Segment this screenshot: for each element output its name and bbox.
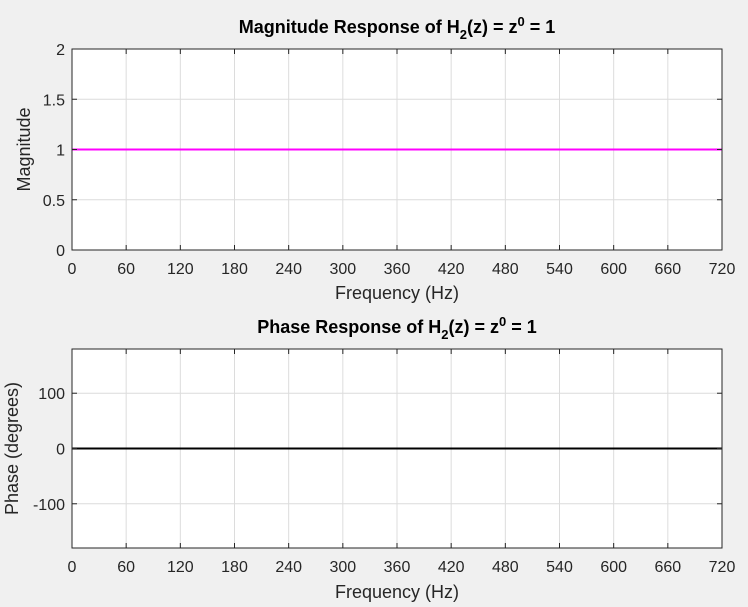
- magnitude-y-tick-label: 1: [56, 143, 65, 160]
- phase-title: Phase Response of H2(z) = z0 = 1: [257, 314, 537, 342]
- phase-x-tick-label: 480: [492, 559, 519, 576]
- phase-x-tick-label: 60: [117, 559, 135, 576]
- magnitude-axes: 0 60 120 180 240 300 360 420 480 540 600 660 72000.5…: [14, 14, 735, 303]
- phase-title-part: (z) = z: [449, 317, 500, 337]
- magnitude-title-part: = 1: [525, 17, 556, 37]
- phase-x-tick-label: 300: [329, 559, 356, 576]
- phase-x-tick-label: 600: [600, 559, 627, 576]
- magnitude-x-tick-label: 360: [384, 261, 411, 278]
- magnitude-x-tick-label: 480: [492, 261, 519, 278]
- magnitude-x-tick-label: 420: [438, 261, 465, 278]
- phase-x-tick-label: 180: [221, 559, 248, 576]
- phase-y-tick-label: 0: [56, 442, 65, 459]
- phase-y-axis-label: Phase (degrees): [2, 382, 22, 515]
- magnitude-x-tick-label: 540: [546, 261, 573, 278]
- phase-x-tick-label: 660: [654, 559, 681, 576]
- magnitude-title-part: 0: [518, 14, 525, 29]
- magnitude-title-part: 2: [460, 27, 467, 42]
- phase-title-part: = 1: [506, 317, 537, 337]
- magnitude-y-tick-label: 0.5: [43, 193, 65, 210]
- magnitude-x-tick-label: 0: [68, 261, 77, 278]
- phase-x-tick-label: 420: [438, 559, 465, 576]
- magnitude-x-tick-label: 300: [329, 261, 356, 278]
- phase-title-part: 2: [441, 327, 448, 342]
- magnitude-title-part: Magnitude Response of H: [239, 17, 460, 37]
- magnitude-title-part: (z) = z: [467, 17, 518, 37]
- phase-x-tick-label: 360: [384, 559, 411, 576]
- magnitude-y-tick-label: 0: [56, 243, 65, 260]
- magnitude-x-tick-label: 660: [654, 261, 681, 278]
- phase-axes: 0 60 120 180 240 300 360 420 480 540 600 660 720 -100…: [2, 314, 735, 602]
- phase-x-tick-label: 540: [546, 559, 573, 576]
- magnitude-x-tick-label: 120: [167, 261, 194, 278]
- magnitude-title: Magnitude Response of H2(z) = z0 = 1: [239, 14, 556, 42]
- magnitude-x-tick-label: 180: [221, 261, 248, 278]
- phase-x-axis-label: Frequency (Hz): [335, 582, 459, 602]
- phase-y-tick-label: 100: [38, 386, 65, 403]
- phase-x-tick-label: 120: [167, 559, 194, 576]
- magnitude-x-axis-label: Frequency (Hz): [335, 283, 459, 303]
- phase-x-tick-label: 0: [68, 559, 77, 576]
- phase-x-tick-label: 720: [709, 559, 736, 576]
- magnitude-y-tick-label: 2: [56, 42, 65, 59]
- phase-title-part: 0: [499, 314, 506, 329]
- magnitude-y-axis-label: Magnitude: [14, 107, 34, 191]
- phase-title-part: Phase Response of H: [257, 317, 441, 337]
- magnitude-x-tick-label: 240: [275, 261, 302, 278]
- magnitude-x-tick-label: 600: [600, 261, 627, 278]
- magnitude-x-tick-label: 60: [117, 261, 135, 278]
- phase-x-tick-label: 240: [275, 559, 302, 576]
- phase-y-tick-label: -100: [33, 497, 65, 514]
- magnitude-x-tick-label: 720: [709, 261, 736, 278]
- magnitude-y-tick-label: 1.5: [43, 92, 65, 109]
